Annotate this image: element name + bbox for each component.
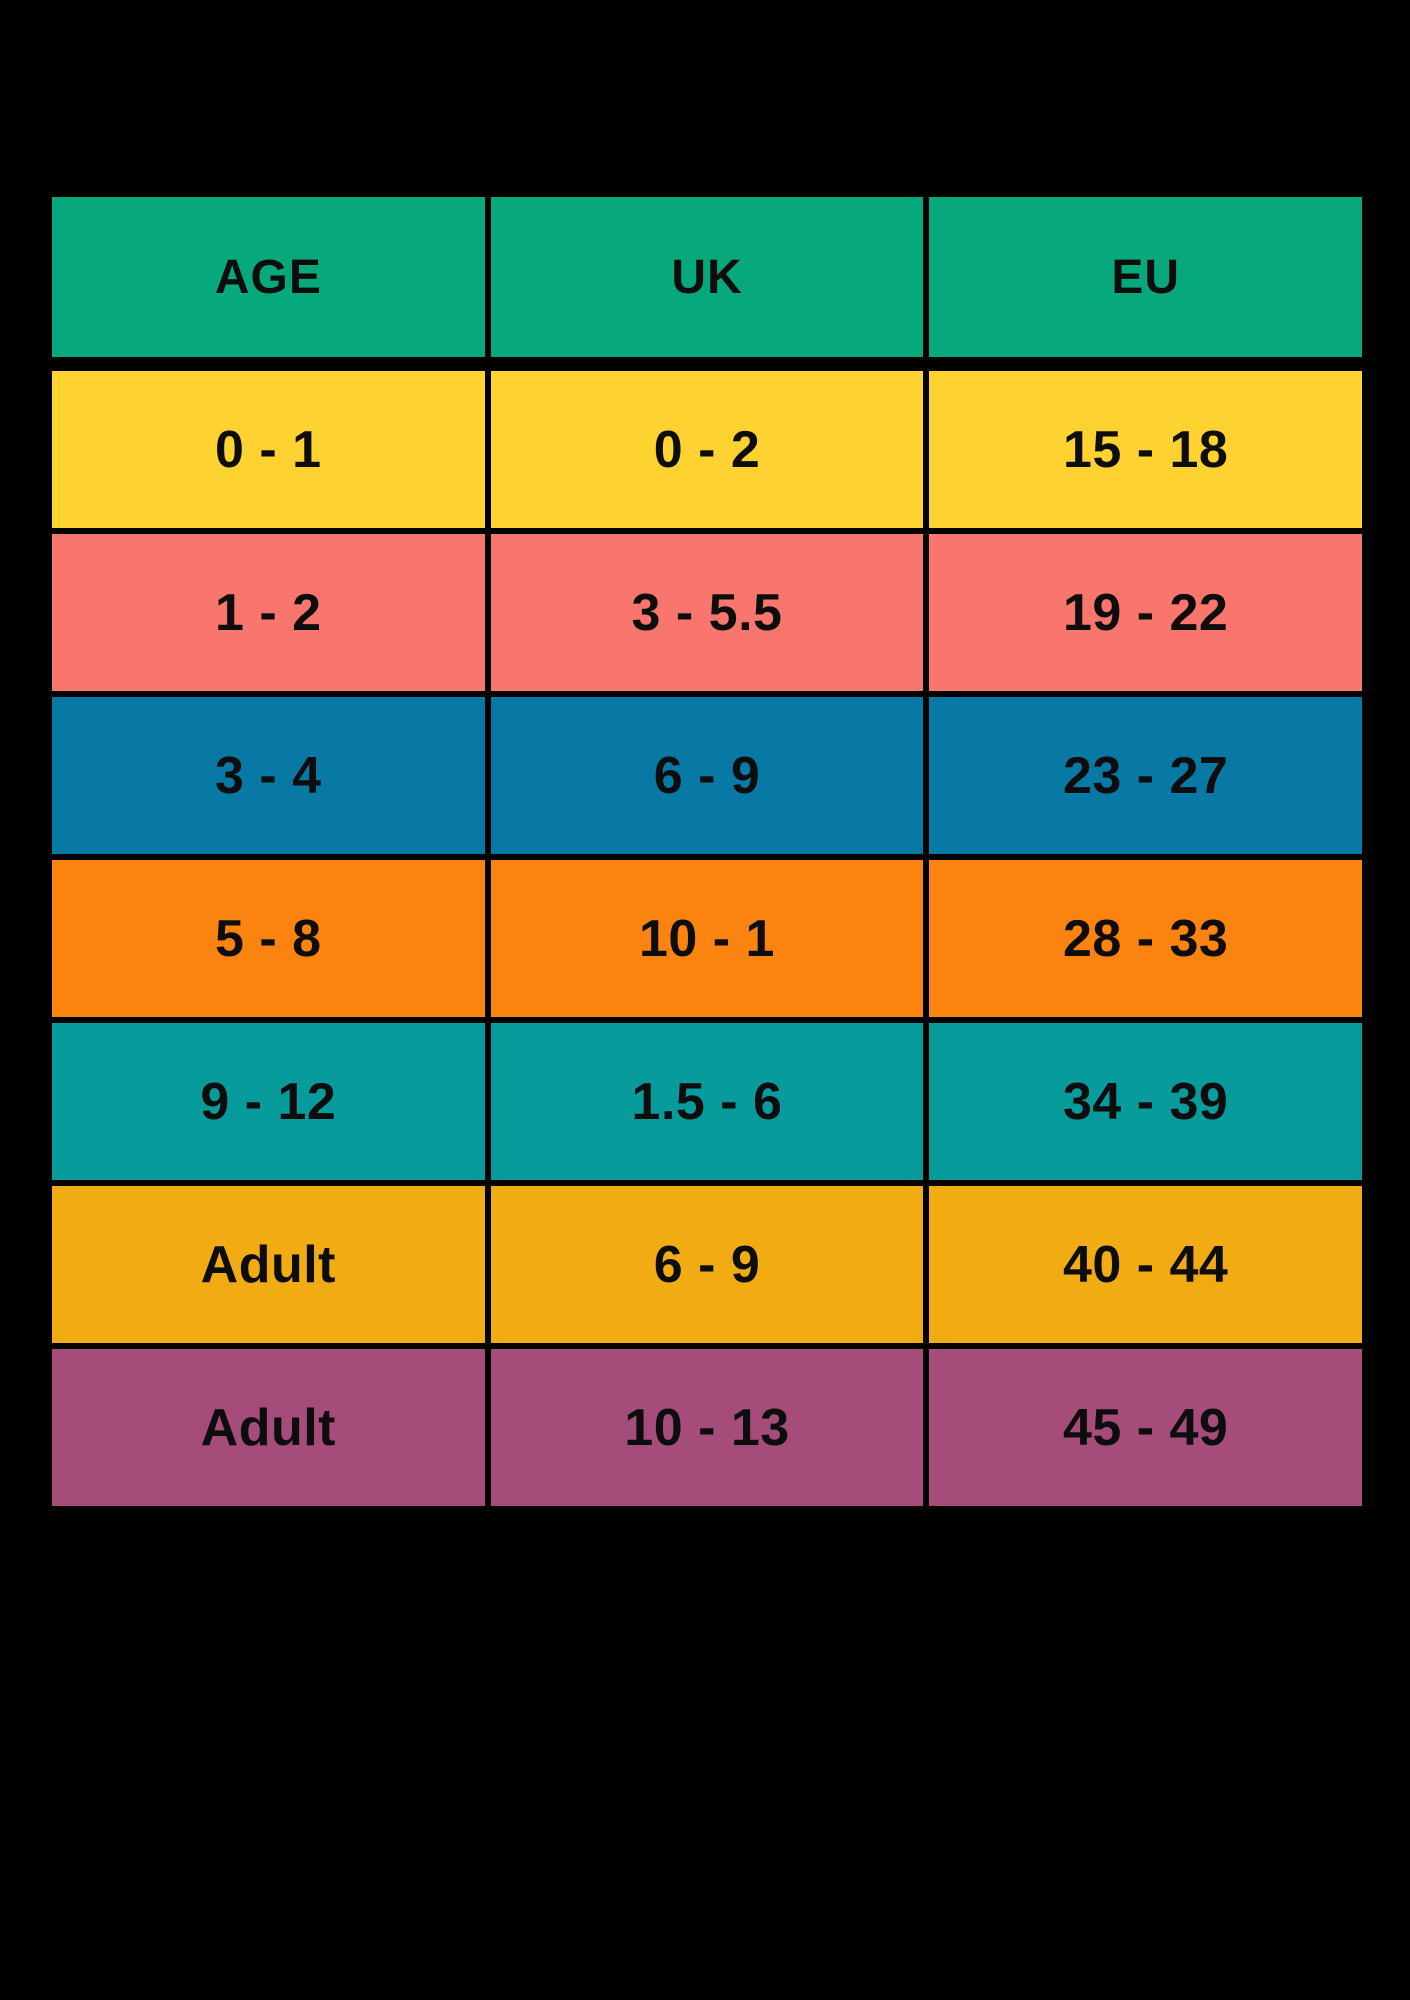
cell-eu-row3: 28 - 33 — [929, 860, 1362, 1017]
cell-age-row4: 9 - 12 — [52, 1023, 485, 1180]
header-cell-eu: EU — [929, 197, 1362, 357]
cell-uk-row1: 3 - 5.5 — [490, 534, 924, 691]
header-cell-age: AGE — [52, 197, 485, 357]
cell-eu-row2: 23 - 27 — [929, 697, 1362, 854]
table-header-row: AGE UK EU — [52, 197, 1362, 357]
cell-uk-row6: 10 - 13 — [490, 1349, 924, 1506]
cell-eu-row0: 15 - 18 — [929, 371, 1362, 528]
header-cell-uk: UK — [490, 197, 924, 357]
cell-eu-row5: 40 - 44 — [929, 1186, 1362, 1343]
cell-age-row5: Adult — [52, 1186, 485, 1343]
cell-age-row1: 1 - 2 — [52, 534, 485, 691]
cell-uk-row4: 1.5 - 6 — [490, 1023, 924, 1180]
cell-uk-row3: 10 - 1 — [490, 860, 924, 1017]
table-body: 0 - 1 0 - 2 15 - 18 1 - 2 3 - 5.5 19 - 2… — [52, 371, 1362, 1506]
cell-eu-row1: 19 - 22 — [929, 534, 1362, 691]
cell-eu-row4: 34 - 39 — [929, 1023, 1362, 1180]
cell-age-row6: Adult — [52, 1349, 485, 1506]
shoe-size-table: AGE UK EU 0 - 1 0 - 2 15 - 18 1 - 2 3 - … — [52, 197, 1362, 1506]
cell-age-row2: 3 - 4 — [52, 697, 485, 854]
cell-uk-row0: 0 - 2 — [490, 371, 924, 528]
cell-uk-row5: 6 - 9 — [490, 1186, 924, 1343]
cell-age-row3: 5 - 8 — [52, 860, 485, 1017]
cell-eu-row6: 45 - 49 — [929, 1349, 1362, 1506]
cell-age-row0: 0 - 1 — [52, 371, 485, 528]
cell-uk-row2: 6 - 9 — [490, 697, 924, 854]
